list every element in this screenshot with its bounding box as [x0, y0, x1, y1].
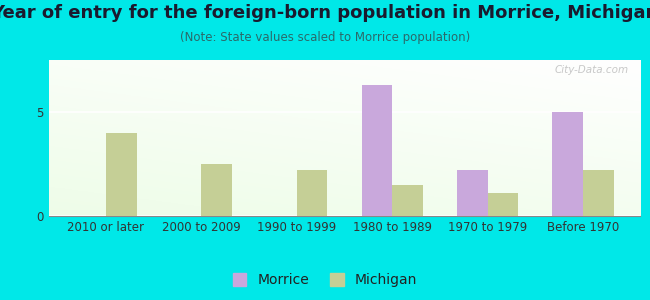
- Text: City-Data.com: City-Data.com: [554, 65, 629, 75]
- Bar: [106, 133, 136, 216]
- Bar: [457, 170, 488, 216]
- Legend: Morrice, Michigan: Morrice, Michigan: [228, 269, 422, 292]
- Bar: [202, 164, 232, 216]
- Text: (Note: State values scaled to Morrice population): (Note: State values scaled to Morrice po…: [180, 32, 470, 44]
- Bar: [361, 85, 392, 216]
- Bar: [392, 185, 422, 216]
- Bar: [552, 112, 583, 216]
- Bar: [297, 170, 328, 216]
- Text: Year of entry for the foreign-born population in Morrice, Michigan: Year of entry for the foreign-born popul…: [0, 4, 650, 22]
- Bar: [583, 170, 614, 216]
- Bar: [488, 193, 518, 216]
